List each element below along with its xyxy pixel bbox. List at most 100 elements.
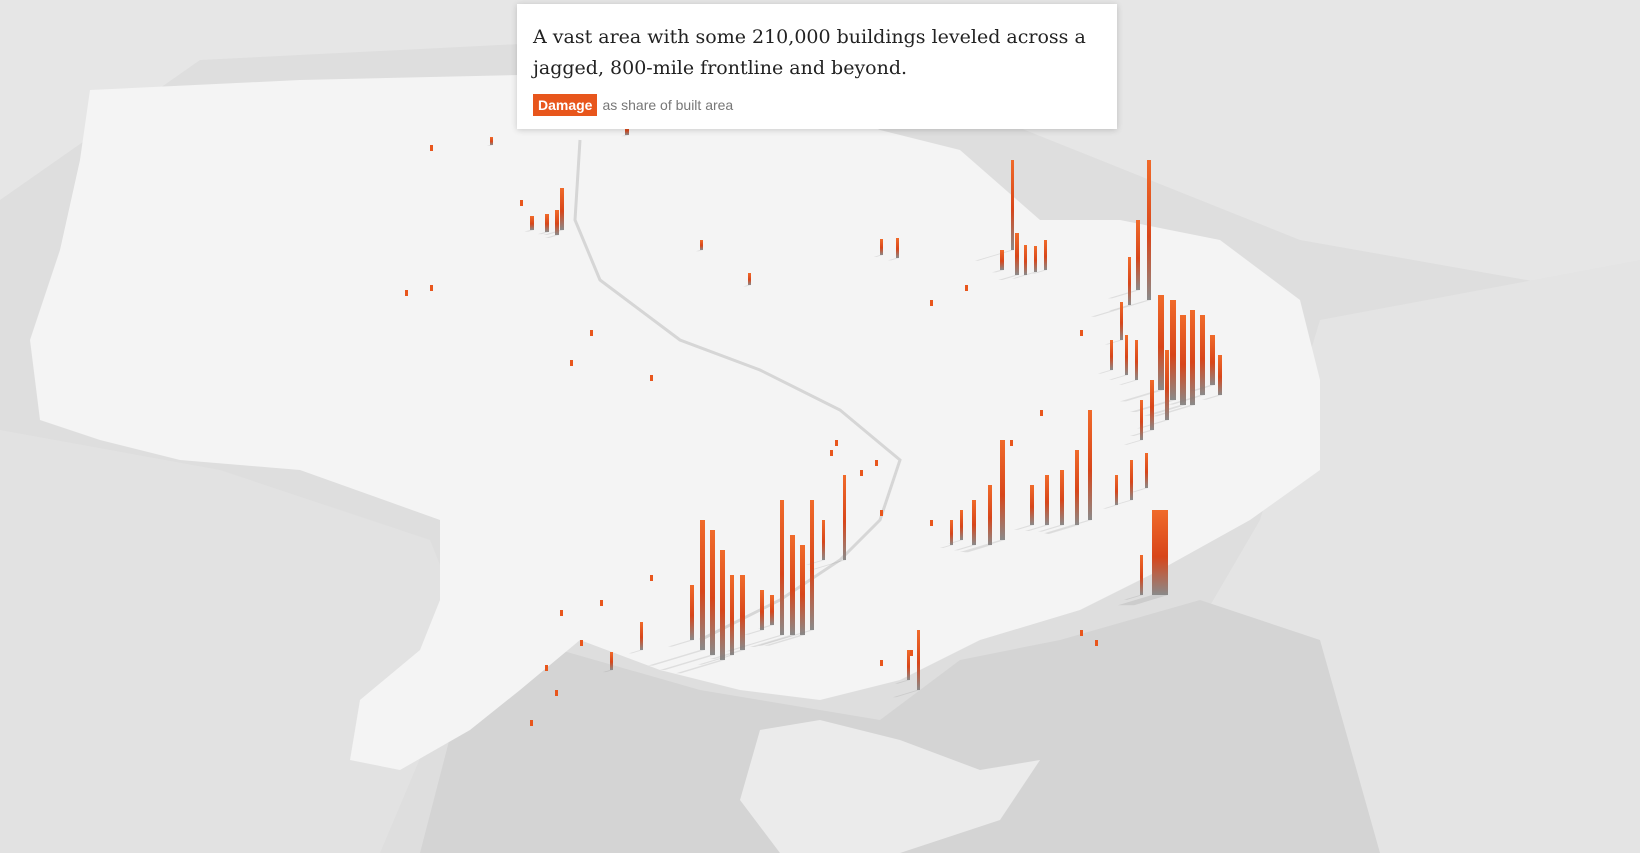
spike-shadow [545, 235, 559, 238]
spike-shadow [744, 630, 764, 635]
spike-shadow [710, 650, 745, 659]
spike-shadow [1032, 270, 1047, 274]
damage-dot [875, 460, 878, 466]
damage-spike [960, 510, 963, 540]
spike-shadow [648, 650, 705, 666]
damage-dot [1095, 640, 1098, 646]
damage-dot [910, 650, 913, 656]
spike-shadow [895, 680, 910, 684]
spike-shadow [676, 660, 725, 674]
damage-spike [748, 273, 751, 285]
spike-shadow [1023, 272, 1037, 276]
damage-spike [1088, 410, 1092, 520]
spike-shadow [486, 145, 493, 146]
damage-spike [1000, 250, 1004, 270]
spike-shadow [1045, 525, 1079, 534]
spike-shadow [1202, 395, 1222, 400]
damage-spike [610, 652, 613, 670]
damage-dot [555, 690, 558, 696]
damage-dot [520, 200, 523, 206]
legend-suffix: as share of built area [602, 97, 734, 113]
damage-spike [730, 575, 734, 655]
damage-spike [790, 535, 795, 635]
crimea-peninsula [740, 720, 1040, 853]
damage-dot [545, 665, 548, 671]
damage-spikes [405, 125, 1222, 726]
spike-shadow [1124, 440, 1143, 445]
damage-spike [560, 188, 564, 230]
damage-spike [555, 210, 559, 235]
damage-spike [530, 216, 534, 230]
spike-shadow [975, 250, 1014, 261]
damage-dot [1040, 410, 1043, 416]
spike-shadow [758, 625, 774, 629]
spike-shadow [1109, 375, 1128, 380]
spike-shadow [940, 545, 953, 548]
damage-spike [1015, 233, 1019, 275]
damage-spike [880, 239, 883, 255]
damage-spike [740, 575, 745, 650]
spike-shadow [537, 232, 549, 235]
damage-dot [405, 290, 408, 296]
damage-spike [800, 545, 805, 635]
spike-shadow [1108, 290, 1140, 299]
damage-dot [590, 330, 593, 336]
damage-spike [1011, 160, 1014, 250]
damage-spike [700, 520, 705, 650]
spike-shadow [992, 270, 1004, 273]
spike-shadow [954, 545, 976, 551]
spike-shadow [1152, 405, 1195, 417]
damage-spike [1000, 440, 1005, 540]
damage-spike [1165, 350, 1169, 420]
damage-spike [780, 500, 784, 635]
damage-spike [1140, 555, 1143, 595]
spike-shadow [1119, 380, 1138, 385]
spike-shadow [998, 275, 1019, 281]
damage-spike [640, 622, 643, 650]
damage-dot [860, 470, 863, 476]
damage-spike [1190, 310, 1195, 405]
spike-shadow [1190, 385, 1215, 391]
damage-dot [880, 510, 883, 516]
damage-dot [880, 660, 883, 666]
damage-spike [1136, 220, 1140, 290]
damage-spike [972, 500, 976, 545]
damage-spike [760, 590, 764, 630]
sea-of-azov-black-sea [420, 600, 1380, 853]
damage-dot [830, 450, 833, 456]
damage-dot [930, 520, 933, 526]
spike-shadow [750, 635, 795, 647]
spike-shadow [893, 690, 920, 698]
spike-shadow [806, 560, 825, 565]
damage-dot [930, 300, 933, 306]
damage-spike [1030, 485, 1034, 525]
spike-shadow [764, 635, 805, 646]
spike-shadow [628, 650, 643, 654]
damage-spike [1140, 400, 1143, 440]
caption-card: A vast area with some 210,000 buildings … [517, 4, 1117, 129]
damage-spike [1145, 453, 1148, 488]
damage-spike [1045, 475, 1049, 525]
damage-spike [770, 595, 774, 625]
damage-spike [843, 475, 846, 560]
damage-dot [1080, 630, 1083, 636]
spike-shadow [1131, 488, 1148, 493]
damage-spike [1128, 257, 1131, 305]
spike-shadow [888, 258, 899, 261]
spike-shadow [1025, 525, 1049, 531]
spike-shadow [668, 640, 694, 647]
damage-spike [1210, 335, 1215, 385]
ukraine-land [30, 60, 1320, 770]
spike-shadow [1104, 340, 1123, 345]
damage-spike [1125, 335, 1128, 375]
spike-shadow [660, 655, 715, 670]
damage-spike [1034, 246, 1037, 272]
damage-spike [1120, 302, 1123, 340]
neighbor-land-north [0, 0, 1640, 300]
damage-spike [822, 520, 825, 560]
damage-spike [700, 240, 703, 250]
damage-spike [1158, 295, 1164, 390]
spike-shadow [1114, 500, 1133, 505]
damage-dot [835, 440, 838, 446]
